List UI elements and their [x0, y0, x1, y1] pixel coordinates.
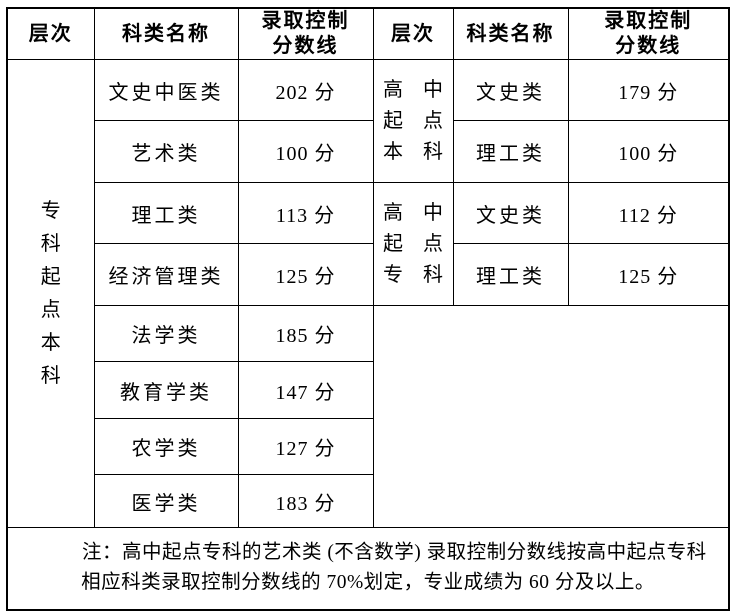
left-score-cell: 147 分 — [237, 361, 374, 419]
right-col-header-category: 科类名称 — [452, 7, 569, 60]
left-score-cell: 113 分 — [237, 182, 374, 244]
left-col-header-score: 录取控制 分数线 — [237, 7, 374, 60]
footnote-line-1: 注：高中起点专科的艺术类 (不含数学) 录取控制分数线按高中起点专科 — [81, 542, 707, 564]
right-col-header-level: 层次 — [372, 7, 454, 60]
left-category-cell: 理工类 — [93, 182, 239, 244]
right-score-cell: 125 分 — [567, 243, 730, 306]
left-col-header-category: 科类名称 — [93, 7, 239, 60]
left-score-cell: 202 分 — [237, 59, 374, 121]
left-col-header-level: 层次 — [6, 7, 95, 60]
left-category-cell: 教育学类 — [93, 361, 239, 419]
left-score-cell: 125 分 — [237, 243, 374, 306]
right-empty-region — [372, 305, 730, 528]
right-score-cell: 179 分 — [567, 59, 730, 121]
table-row: 理工类 113 分 高 中 起 点 专 科 文史类 112 分 — [7, 182, 730, 306]
footnote-cell: 注：高中起点专科的艺术类 (不含数学) 录取控制分数线按高中起点专科 相应科类录… — [6, 527, 730, 610]
table-row: 医学类 183 分 — [7, 474, 729, 528]
left-score-cell: 100 分 — [237, 120, 374, 183]
left-category-cell: 医学类 — [93, 474, 239, 528]
right-category-cell: 文史类 — [452, 182, 569, 244]
right-category-cell: 文史类 — [452, 59, 569, 121]
table-row: 专 科 起 点 本 科 文史中医类 202 分 高 中 起 点 本 科 文史类 … — [6, 59, 730, 528]
admission-score-table: 层次 科类名称 录取控制 分数线 层次 科类名称 录取控制 分数线 专 科 起 … — [6, 7, 730, 611]
left-category-cell: 艺术类 — [93, 120, 239, 183]
left-category-cell: 农学类 — [93, 418, 239, 475]
left-category-cell: 经济管理类 — [93, 243, 239, 306]
right-level-label-zhuanke: 高 中 起 点 专 科 — [372, 182, 454, 306]
footnote-line-2: 相应科类录取控制分数线的 70%划定，专业成绩为 60 分及以上。 — [81, 572, 655, 594]
left-category-cell: 文史中医类 — [93, 59, 239, 121]
left-level-label: 专 科 起 点 本 科 — [6, 59, 95, 528]
table-row: 经济管理类 125 分 理工类 125 分 — [7, 243, 730, 306]
table-row: 教育学类 147 分 — [7, 361, 729, 419]
note-row: 注：高中起点专科的艺术类 (不含数学) 录取控制分数线按高中起点专科 相应科类录… — [6, 527, 730, 610]
left-category-cell: 法学类 — [93, 305, 239, 362]
table-row: 法学类 185 分 — [7, 305, 730, 528]
header-row: 层次 科类名称 录取控制 分数线 层次 科类名称 录取控制 分数线 — [6, 7, 730, 60]
table-row: 艺术类 100 分 理工类 100 分 — [7, 120, 730, 183]
right-col-header-score: 录取控制 分数线 — [567, 7, 730, 60]
right-score-cell: 100 分 — [567, 120, 730, 183]
right-category-cell: 理工类 — [452, 243, 569, 306]
left-score-cell: 127 分 — [237, 418, 374, 475]
table-row: 农学类 127 分 — [7, 418, 729, 475]
right-category-cell: 理工类 — [452, 120, 569, 183]
left-score-cell: 185 分 — [237, 305, 374, 362]
left-score-cell: 183 分 — [237, 474, 374, 528]
right-score-cell: 112 分 — [567, 182, 730, 244]
right-level-label-benke: 高 中 起 点 本 科 — [372, 59, 454, 183]
